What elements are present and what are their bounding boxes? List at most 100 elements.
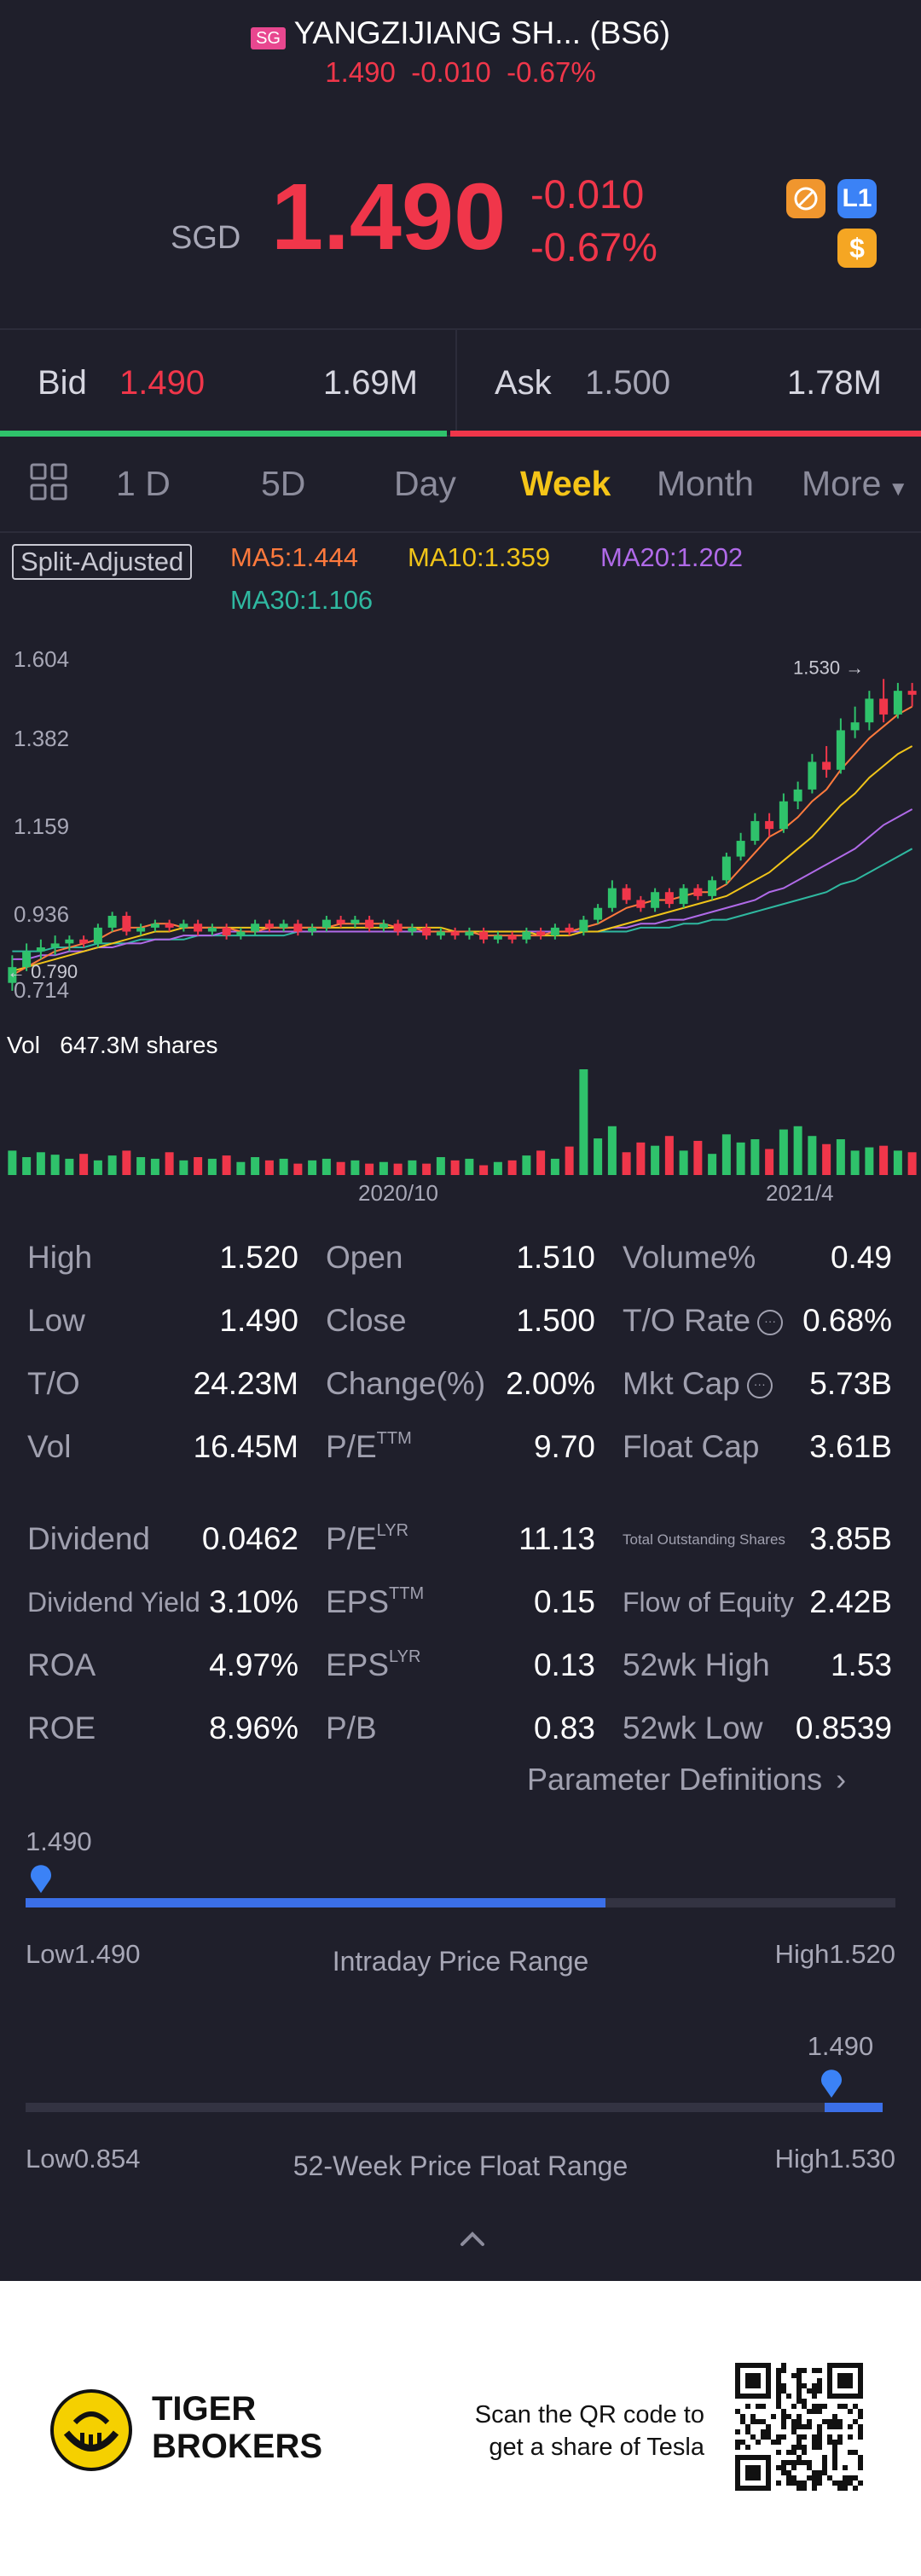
volume-bar (79, 1154, 89, 1175)
volume-bar (251, 1157, 260, 1175)
volume-bar (779, 1129, 788, 1175)
parameter-definitions-link[interactable]: Parameter Definitions › (527, 1762, 846, 1797)
candle (436, 931, 445, 936)
stat-label: EPSTTM (326, 1584, 425, 1619)
stat-value: 3.61B (809, 1429, 892, 1464)
volume-bar (8, 1150, 17, 1175)
y-tick-label: 1.159 (14, 813, 69, 839)
volume-bar (165, 1152, 174, 1175)
no-trade-icon[interactable] (786, 179, 825, 218)
stat-value: 8.96% (209, 1711, 298, 1745)
candle (708, 880, 717, 896)
tab-1d[interactable]: 1 D (116, 464, 171, 503)
tab-5d[interactable]: 5D (261, 464, 306, 503)
stat-value: 0.68% (802, 1303, 892, 1338)
split-adjusted-toggle[interactable]: Split-Adjusted (12, 544, 193, 580)
chevron-right-icon: › (836, 1762, 847, 1797)
candle (236, 931, 246, 936)
info-more-icon[interactable]: ··· (746, 1373, 773, 1399)
stat-label: 52wk High (623, 1647, 770, 1682)
volume-bar (321, 1158, 331, 1175)
intraday-fill (26, 1898, 606, 1907)
bid-ask-divider (455, 330, 457, 437)
candle (836, 730, 845, 770)
period-tabs (0, 437, 921, 533)
stock-name: YANGZIJIANG SH... (BS6) (293, 15, 670, 50)
tab-more[interactable]: More ▼ (802, 464, 908, 504)
vol-label: Vol (7, 1032, 40, 1058)
candle (879, 698, 889, 715)
price-chart[interactable]: 1.604 1.382 1.159 0.936 0.714 1.530 → ← 0.790 (0, 631, 921, 1023)
candle (65, 939, 74, 944)
candle (765, 820, 774, 830)
level1-badge[interactable]: L1 (837, 179, 877, 218)
week52-marker-icon (820, 2069, 843, 2104)
candle (264, 923, 274, 928)
volume-bar (750, 1139, 760, 1175)
max-price-marker: 1.530 → (793, 657, 864, 678)
qr-code[interactable] (735, 2363, 863, 2491)
volume-bar (893, 1150, 902, 1175)
tab-month[interactable]: Month (657, 464, 754, 503)
bid-price: 1.490 (119, 364, 206, 402)
candle (850, 722, 860, 731)
candle (736, 841, 745, 857)
volume-bar (622, 1152, 631, 1175)
volume-bar (336, 1161, 345, 1175)
volume-bar (594, 1138, 603, 1175)
ma5-legend: MA5:1.444 (230, 542, 358, 572)
volume-bar (379, 1161, 388, 1175)
volume-bar (179, 1160, 188, 1175)
ask-size: 1.78M (786, 364, 882, 402)
tab-week[interactable]: Week (520, 464, 611, 503)
candle (293, 923, 303, 932)
candle (450, 931, 460, 936)
intraday-high: High1.520 (774, 1939, 895, 1969)
week52-low: Low0.854 (26, 2144, 141, 2174)
week52-fill (824, 2103, 883, 2112)
candle (251, 923, 260, 932)
stat-value: 16.45M (193, 1429, 298, 1464)
bid-ratio-bar (0, 431, 447, 437)
volume-bar (65, 1158, 74, 1175)
candle (408, 927, 417, 932)
info-more-icon[interactable]: ··· (757, 1310, 784, 1336)
y-tick-label: 0.936 (14, 901, 69, 927)
qr-cta: Scan the QR code to get a share of Tesla (443, 2399, 704, 2463)
volume-bar (107, 1155, 117, 1175)
ma10-legend: MA10:1.359 (408, 542, 551, 572)
candle (607, 888, 617, 908)
stat-value: 1.500 (516, 1303, 595, 1338)
stat-label: Dividend (27, 1521, 150, 1556)
dollar-badge[interactable]: $ (837, 229, 877, 268)
y-tick-label: 0.714 (14, 977, 69, 1003)
volume-bar (264, 1160, 274, 1175)
collapse-chevron-icon[interactable] (450, 2222, 495, 2253)
candle (865, 698, 874, 723)
volume-bar (793, 1126, 802, 1175)
layout-grid-icon[interactable] (29, 462, 68, 501)
stat-value: 1.490 (219, 1303, 298, 1338)
candle (465, 931, 474, 936)
candle (507, 935, 517, 940)
stat-value: 1.520 (219, 1240, 298, 1275)
stat-label: P/ETTM (326, 1429, 412, 1464)
volume-chart[interactable] (0, 1066, 921, 1177)
volume-bar (22, 1157, 32, 1175)
stat-label: Float Cap (623, 1429, 760, 1464)
ma5-line (11, 705, 913, 976)
stat-label: P/ELYR (326, 1521, 409, 1556)
tab-day[interactable]: Day (394, 464, 456, 503)
candle (336, 919, 345, 924)
candle (550, 927, 559, 936)
volume-bar (236, 1161, 246, 1175)
volume-bar (493, 1161, 502, 1175)
stat-label: Mkt Cap ··· (623, 1366, 773, 1402)
volume-bar (664, 1136, 674, 1175)
volume-bar (522, 1155, 531, 1175)
stat-label: 52wk Low (623, 1711, 763, 1745)
volume-bar (207, 1158, 217, 1175)
stock-title: SG YANGZIJIANG SH... (BS6) (0, 15, 921, 51)
candle (107, 916, 117, 928)
stat-label: Dividend Yield (27, 1587, 200, 1618)
